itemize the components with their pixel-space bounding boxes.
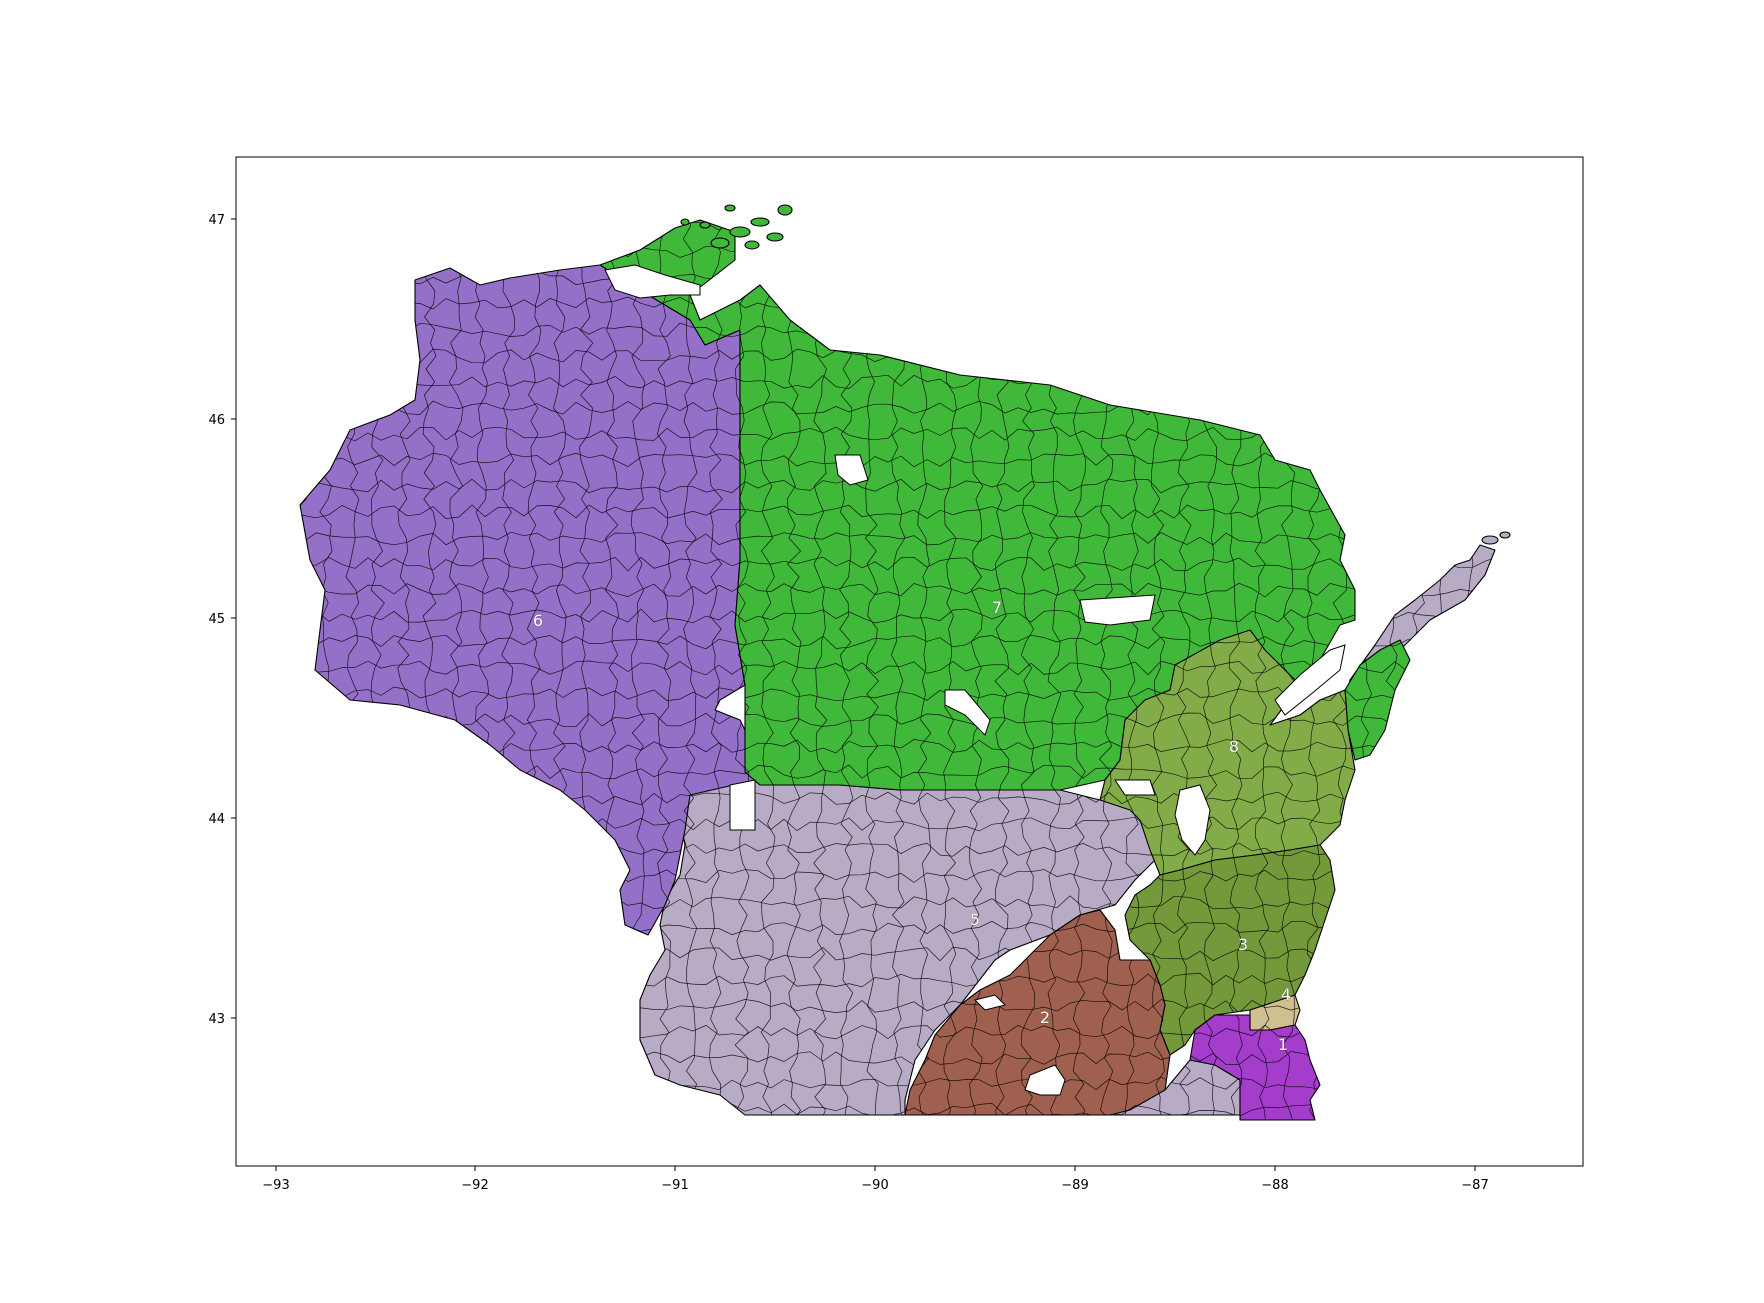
x-tick: −93 bbox=[262, 1166, 290, 1193]
lake-north-small-2 bbox=[1114, 779, 1156, 796]
precinct-boundaries bbox=[300, 220, 1495, 1120]
y-tick: 45 bbox=[208, 612, 236, 627]
lake-superior-bay bbox=[604, 264, 701, 299]
x-tick: −91 bbox=[661, 1166, 689, 1193]
lake-south-small bbox=[974, 994, 1006, 1011]
x-tick-label: −90 bbox=[861, 1178, 888, 1193]
district-label-1: 1 bbox=[1278, 1035, 1288, 1054]
lake-madison bbox=[1024, 1064, 1066, 1096]
x-tick-label: −93 bbox=[262, 1178, 289, 1193]
y-tick: 43 bbox=[208, 1012, 236, 1027]
y-tick: 44 bbox=[208, 812, 236, 827]
district-label-5: 5 bbox=[970, 910, 980, 929]
island bbox=[750, 217, 770, 227]
lakes bbox=[604, 264, 1346, 1096]
island bbox=[699, 221, 711, 229]
island bbox=[1481, 535, 1499, 545]
x-tick: −87 bbox=[1461, 1166, 1489, 1193]
district-labels: 1 2 3 4 5 6 7 8 bbox=[533, 598, 1292, 1054]
district-label-8: 8 bbox=[1229, 737, 1239, 756]
y-tick-label: 44 bbox=[208, 812, 225, 827]
island bbox=[724, 204, 736, 212]
district-label-4: 4 bbox=[1281, 985, 1291, 1004]
island bbox=[766, 232, 784, 242]
island bbox=[1499, 531, 1511, 539]
district-2-region bbox=[904, 909, 1171, 1116]
district-label-7: 7 bbox=[992, 598, 1002, 617]
lake-central-east bbox=[1079, 594, 1156, 626]
y-tick-label: 45 bbox=[208, 612, 225, 627]
y-axis: 47 46 45 44 43 bbox=[208, 213, 236, 1027]
district-label-2: 2 bbox=[1040, 1008, 1050, 1027]
island bbox=[777, 204, 793, 216]
lake-central-south bbox=[944, 689, 991, 736]
x-tick: −92 bbox=[461, 1166, 489, 1193]
island bbox=[744, 240, 760, 250]
island bbox=[710, 237, 730, 249]
y-tick: 46 bbox=[208, 413, 236, 428]
district-label-6: 6 bbox=[533, 611, 543, 630]
x-tick-label: −91 bbox=[661, 1178, 688, 1193]
y-tick-label: 43 bbox=[208, 1012, 225, 1027]
x-tick: −88 bbox=[1261, 1166, 1289, 1193]
y-tick-label: 47 bbox=[208, 213, 225, 228]
x-axis: −93 −92 −91 −90 −89 −88 −87 bbox=[262, 1166, 1489, 1193]
x-tick: −89 bbox=[1061, 1166, 1089, 1193]
y-tick-label: 46 bbox=[208, 413, 225, 428]
island bbox=[729, 226, 751, 238]
lake-north-central bbox=[834, 454, 869, 486]
x-tick-label: −89 bbox=[1061, 1178, 1088, 1193]
district-label-3: 3 bbox=[1238, 935, 1248, 954]
green-bay-water bbox=[1274, 644, 1346, 716]
apostle-islands bbox=[680, 204, 1511, 545]
x-tick-label: −92 bbox=[461, 1178, 488, 1193]
x-tick-label: −88 bbox=[1261, 1178, 1288, 1193]
y-tick: 47 bbox=[208, 213, 236, 228]
x-tick: −90 bbox=[861, 1166, 889, 1193]
district-1-region bbox=[1189, 1014, 1321, 1121]
lake-south-west bbox=[729, 779, 756, 831]
x-tick-label: −87 bbox=[1461, 1178, 1488, 1193]
island bbox=[680, 218, 690, 226]
lake-winnebago bbox=[1174, 784, 1211, 856]
